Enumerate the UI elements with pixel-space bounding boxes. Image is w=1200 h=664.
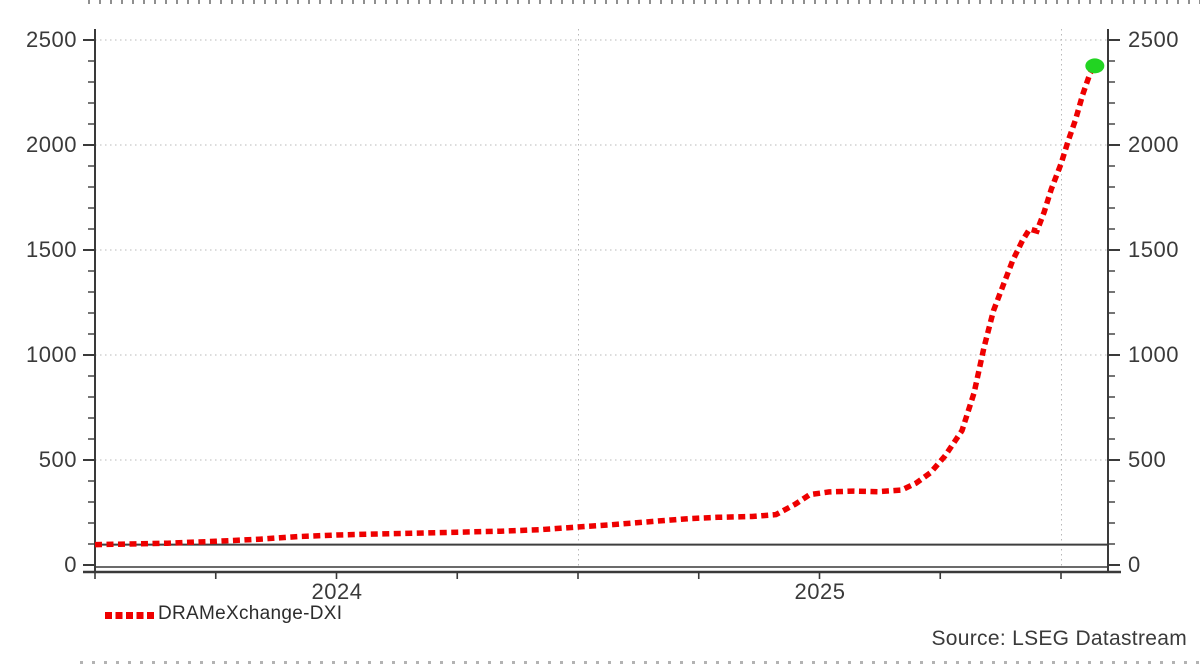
legend-swatch-dotted-line-icon <box>105 612 154 619</box>
top-tick-strip <box>88 0 1200 4</box>
source-attribution: Source: LSEG Datastream <box>931 627 1187 650</box>
y-axis-label-left: 2000 <box>26 132 77 157</box>
y-axis-label-right: 0 <box>1128 552 1141 577</box>
y-axis-label-left: 2500 <box>26 27 77 52</box>
y-axis-label-left: 1500 <box>26 237 77 262</box>
x-axis-label-2024: 2024 <box>311 579 363 604</box>
latest-point-marker <box>1085 58 1105 74</box>
y-axis-label-right: 2500 <box>1128 27 1179 52</box>
y-axis-label-right: 1500 <box>1128 237 1179 262</box>
bottom-tick-strip <box>80 661 1200 664</box>
dxi-series-line <box>94 65 1097 548</box>
y-axis-label-right: 1000 <box>1128 342 1179 367</box>
y-axis-label-left: 1000 <box>26 342 77 367</box>
y-axis-label-right: 500 <box>1128 447 1167 472</box>
legend-series-label: DRAMeXchange-DXI <box>158 603 343 624</box>
x-axis-label-2025: 2025 <box>794 579 846 604</box>
y-axis-label-right: 2000 <box>1128 132 1179 157</box>
y-axis-label-left: 0 <box>64 552 77 577</box>
y-axis-label-left: 500 <box>38 447 77 472</box>
